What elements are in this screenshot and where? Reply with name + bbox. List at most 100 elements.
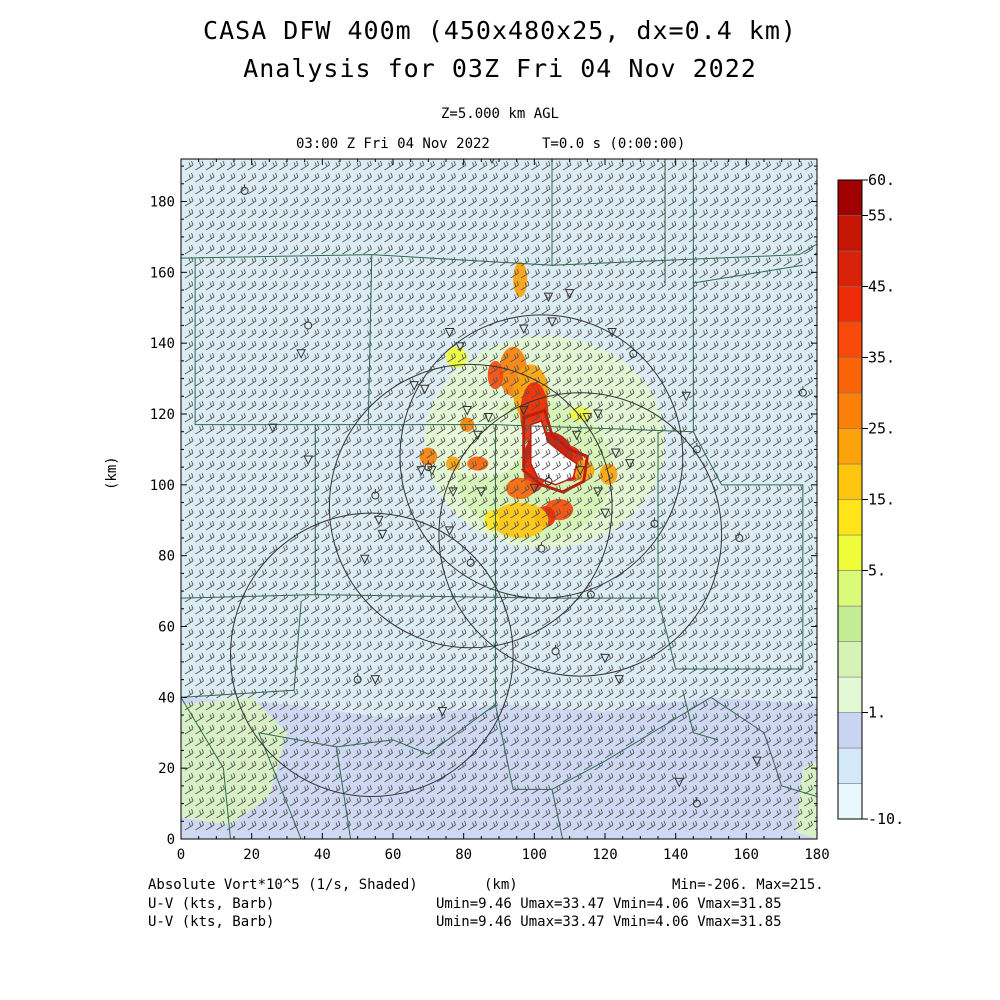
- colorbar-swatch: [837, 499, 863, 536]
- x-axis: 0 20 40 60 80 100 120 140 160 180: [177, 159, 830, 863]
- wind-label-2: U-V (kts, Barb): [148, 914, 275, 930]
- range-ring: [438, 392, 723, 677]
- x-tick-label: 0: [177, 847, 185, 863]
- colorbar-swatch: [837, 215, 863, 252]
- x-tick-label: 100: [522, 847, 547, 863]
- colorbar-swatch: [837, 641, 863, 678]
- radar-site-marker: [607, 328, 617, 338]
- colorbar: 60. 55. 45. 35. 25. 15. 5. 1. -10.: [837, 171, 904, 828]
- radar-site-marker: [624, 459, 635, 469]
- colorbar-swatch: [837, 179, 863, 216]
- radar-site-marker: [547, 317, 557, 328]
- colorbar-swatch: [837, 605, 863, 642]
- radar-site-marker: [529, 483, 540, 494]
- colorbar-swatch: [837, 286, 863, 323]
- county-line: [494, 696, 817, 797]
- y-tick-label: 100: [150, 478, 175, 494]
- chart-title-line1: CASA DFW 400m (450x480x25, dx=0.4 km): [203, 16, 797, 45]
- colorbar-label: -10.: [868, 810, 904, 828]
- x-tick-label: 160: [734, 847, 759, 863]
- radar-site-marker: [462, 405, 473, 416]
- field-label: Absolute Vort*10^5 (1/s, Shaded): [148, 877, 418, 893]
- x-tick-label: 140: [663, 847, 688, 863]
- radar-site-marker: [543, 292, 554, 303]
- y-tick-label: 0: [167, 832, 175, 848]
- y-axis-unit: (km): [104, 456, 120, 490]
- radar-site-marker: [674, 777, 685, 788]
- positive-vorticity-region: [795, 761, 817, 839]
- colorbar-swatch: [837, 570, 863, 607]
- x-tick-label: 40: [314, 847, 331, 863]
- radar-site-marker: [359, 554, 370, 565]
- radar-site-marker: [455, 342, 465, 352]
- radar-site-marker: [518, 405, 529, 416]
- radar-site-marker: [444, 526, 455, 536]
- low-vorticity-region: [181, 697, 817, 839]
- vorticity-cell: [491, 502, 549, 538]
- colorbar-label: 25.: [868, 420, 895, 438]
- radar-site-marker: [575, 466, 586, 476]
- radar-site-marker: [472, 430, 483, 441]
- colorbar-label: 5.: [868, 562, 886, 580]
- range-ring: [328, 363, 613, 649]
- radar-site-markers: [240, 159, 807, 808]
- range-ring: [399, 314, 684, 599]
- county-line: [258, 704, 496, 755]
- colorbar-swatch: [837, 392, 863, 429]
- radar-site-marker: [752, 756, 762, 767]
- range-ring: [229, 512, 514, 797]
- radar-site-marker: [303, 455, 314, 466]
- colorbar-label: 45.: [868, 278, 895, 296]
- min-max-label: Min=-206. Max=215.: [672, 877, 824, 893]
- radar-site-marker: [377, 529, 388, 540]
- colorbar-swatch: [837, 321, 863, 358]
- colorbar-swatch: [837, 250, 863, 287]
- colorbar-label: 60.: [868, 171, 895, 189]
- valid-time-label: 03:00 Z Fri 04 Nov 2022: [296, 136, 490, 152]
- y-tick-label: 40: [158, 690, 175, 706]
- county-line: [692, 431, 804, 669]
- x-tick-label: 120: [592, 847, 617, 863]
- y-tick-label: 180: [150, 195, 175, 211]
- colorbar-swatch: [837, 357, 863, 394]
- colorbar-swatch: [837, 463, 863, 500]
- colorbar-label: 1.: [868, 704, 886, 722]
- vorticity-cell: [513, 261, 528, 298]
- radar-site-marker: [476, 487, 487, 498]
- colorbar-swatch: [837, 534, 863, 571]
- x-tick-label: 80: [455, 847, 472, 863]
- county-line: [194, 254, 373, 426]
- radar-site-marker: [448, 487, 458, 498]
- colorbar-swatch: [837, 676, 863, 713]
- colorbar-label: 55.: [868, 207, 895, 225]
- x-tick-label: 60: [385, 847, 402, 863]
- radar-site-marker: [564, 289, 575, 299]
- colorbar-swatch: [837, 712, 863, 749]
- radar-site-marker: [614, 675, 624, 685]
- level-label: Z=5.000 km AGL: [440, 106, 559, 122]
- colorbar-swatch: [837, 783, 863, 820]
- radar-site-marker: [370, 675, 381, 685]
- county-line: [181, 601, 302, 698]
- radar-site-marker: [681, 391, 692, 402]
- county-line: [181, 697, 231, 839]
- chart-title-line2: Analysis for 03Z Fri 04 Nov 2022: [243, 54, 757, 83]
- radar-site-marker: [593, 409, 603, 420]
- vorticity-cell: [506, 477, 535, 499]
- y-tick-label: 60: [158, 620, 175, 636]
- radar-site-marker: [268, 423, 278, 434]
- radar-site-marker: [409, 381, 420, 391]
- radar-site-marker: [571, 430, 582, 441]
- x-tick-label: 180: [804, 847, 829, 863]
- wind-barbs: [184, 160, 817, 831]
- radar-site-marker: [444, 328, 455, 338]
- county-line: [551, 789, 564, 839]
- wind-stats-1: Umin=9.46 Umax=33.47 Vmin=4.06 Vmax=31.8…: [436, 896, 782, 912]
- wind-stats-2: Umin=9.46 Umax=33.47 Vmin=4.06 Vmax=31.8…: [436, 914, 782, 930]
- radar-site-marker: [374, 515, 384, 526]
- radar-site-marker: [419, 384, 430, 395]
- radar-site-marker: [437, 707, 448, 717]
- colorbar-label: 15.: [868, 491, 895, 509]
- radar-site-marker: [296, 349, 306, 359]
- y-tick-label: 140: [150, 336, 175, 352]
